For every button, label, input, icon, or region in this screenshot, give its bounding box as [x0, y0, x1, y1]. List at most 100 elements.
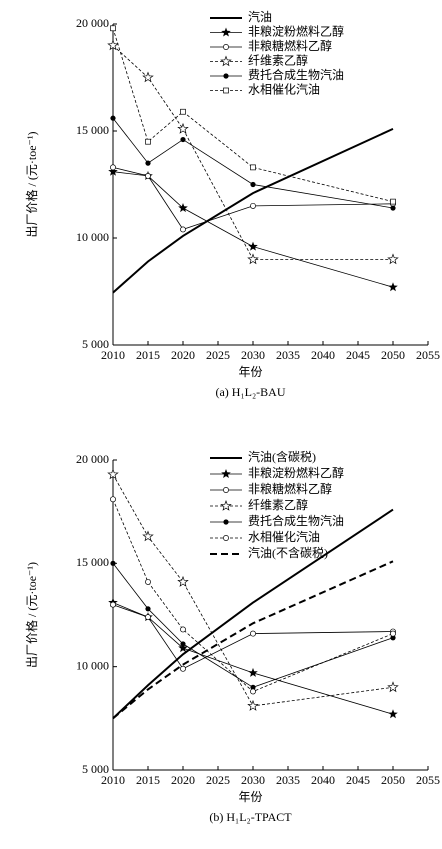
point-marker: [110, 560, 116, 566]
point-marker: [110, 164, 116, 171]
legend-label: 费托合成生物汽油: [248, 513, 344, 528]
series-line: [112, 28, 394, 202]
legend-label: 汽油: [248, 9, 272, 24]
legend-label: 汽油(含碳税): [248, 449, 316, 464]
point-marker: [390, 205, 396, 211]
point-marker: [145, 138, 151, 145]
legend-label: 费托合成生物汽油: [248, 67, 344, 82]
point-marker: [180, 641, 186, 647]
point-marker: [221, 469, 231, 478]
point-marker: [177, 122, 189, 134]
series-line: [112, 45, 393, 260]
series-line: [112, 602, 394, 715]
x-tick-label: 2025: [206, 348, 230, 362]
point-marker: [250, 181, 256, 188]
x-tick-label: 2010: [101, 773, 125, 787]
point-marker: [142, 71, 154, 83]
point-marker: [250, 684, 256, 690]
point-marker: [387, 681, 399, 693]
x-axis-label: 年份: [238, 790, 262, 804]
series-line: [112, 117, 394, 209]
legend-label: 非粮糖燃料乙醇: [248, 481, 332, 496]
point-marker: [223, 487, 229, 493]
x-tick-label: 2015: [136, 773, 160, 787]
point-marker: [180, 226, 186, 233]
point-marker: [180, 665, 186, 672]
caption: (a) H₁L₂-BAU: [215, 385, 285, 399]
point-marker: [180, 136, 186, 143]
point-marker: [107, 39, 119, 51]
point-marker: [390, 635, 396, 641]
caption: (b) H₁L₂-TPACT: [209, 810, 292, 824]
x-tick-label: 2050: [381, 773, 405, 787]
x-axis-label: 年份: [238, 365, 262, 379]
series-line: [112, 171, 394, 288]
x-tick-label: 2040: [311, 773, 335, 787]
legend-label: 纤维素乙醇: [248, 497, 308, 512]
point-marker: [145, 160, 151, 166]
y-tick-label: 10 000: [76, 230, 109, 244]
point-marker: [110, 601, 116, 608]
point-marker: [223, 73, 229, 79]
point-marker: [145, 606, 151, 612]
legend-label: 非粮淀粉燃料乙醇: [248, 23, 344, 38]
point-marker: [145, 578, 151, 585]
point-marker: [220, 55, 232, 67]
legend-label: 纤维素乙醇: [248, 52, 308, 67]
series-line: [112, 604, 394, 670]
x-tick-label: 2025: [206, 773, 230, 787]
series-line: [112, 560, 394, 720]
x-tick-label: 2010: [101, 348, 125, 362]
x-tick-label: 2045: [346, 348, 370, 362]
series-line: [112, 167, 394, 230]
series-line: [112, 508, 394, 720]
point-marker: [250, 688, 256, 695]
legend-label: 非粮淀粉燃料乙醇: [248, 465, 344, 480]
point-marker: [180, 626, 186, 633]
point-marker: [108, 166, 118, 176]
legend-label: 非粮糖燃料乙醇: [248, 38, 332, 53]
legend-label: 水相催化汽油: [248, 81, 320, 96]
x-tick-label: 2020: [171, 773, 195, 787]
point-marker: [145, 614, 151, 621]
series-line: [112, 127, 394, 294]
series-line: [112, 499, 394, 692]
legend-label: 汽油(不含碳税): [248, 545, 328, 560]
point-marker: [177, 575, 189, 587]
x-tick-label: 2050: [381, 348, 405, 362]
point-marker: [142, 530, 154, 542]
point-marker: [248, 241, 258, 251]
x-tick-label: 2035: [276, 773, 300, 787]
x-tick-label: 2045: [346, 773, 370, 787]
y-axis-label: 出厂价格 / (元·toe⁻¹): [24, 132, 39, 238]
x-tick-label: 2015: [136, 348, 160, 362]
y-tick-label: 20 000: [76, 16, 109, 30]
point-marker: [223, 535, 229, 541]
x-tick-label: 2055: [416, 773, 440, 787]
y-tick-label: 5 000: [82, 762, 109, 776]
legend-label: 水相催化汽油: [248, 529, 320, 544]
point-marker: [250, 164, 256, 171]
point-marker: [223, 87, 229, 94]
x-tick-label: 2030: [241, 348, 265, 362]
y-axis-label: 出厂价格 / (元·toe⁻¹): [24, 562, 39, 668]
point-marker: [221, 27, 231, 37]
x-tick-label: 2055: [416, 348, 440, 362]
point-marker: [388, 282, 398, 292]
x-tick-label: 2020: [171, 348, 195, 362]
point-marker: [178, 203, 188, 213]
y-tick-label: 5 000: [82, 337, 109, 351]
y-tick-label: 15 000: [76, 123, 109, 137]
point-marker: [247, 253, 259, 265]
point-marker: [247, 699, 259, 711]
x-tick-label: 2030: [241, 773, 265, 787]
point-marker: [220, 499, 232, 511]
point-marker: [145, 172, 151, 179]
point-marker: [250, 630, 256, 637]
point-marker: [250, 202, 256, 209]
point-marker: [110, 25, 116, 32]
x-tick-label: 2040: [311, 348, 335, 362]
point-marker: [110, 496, 116, 503]
y-tick-label: 15 000: [76, 555, 109, 569]
